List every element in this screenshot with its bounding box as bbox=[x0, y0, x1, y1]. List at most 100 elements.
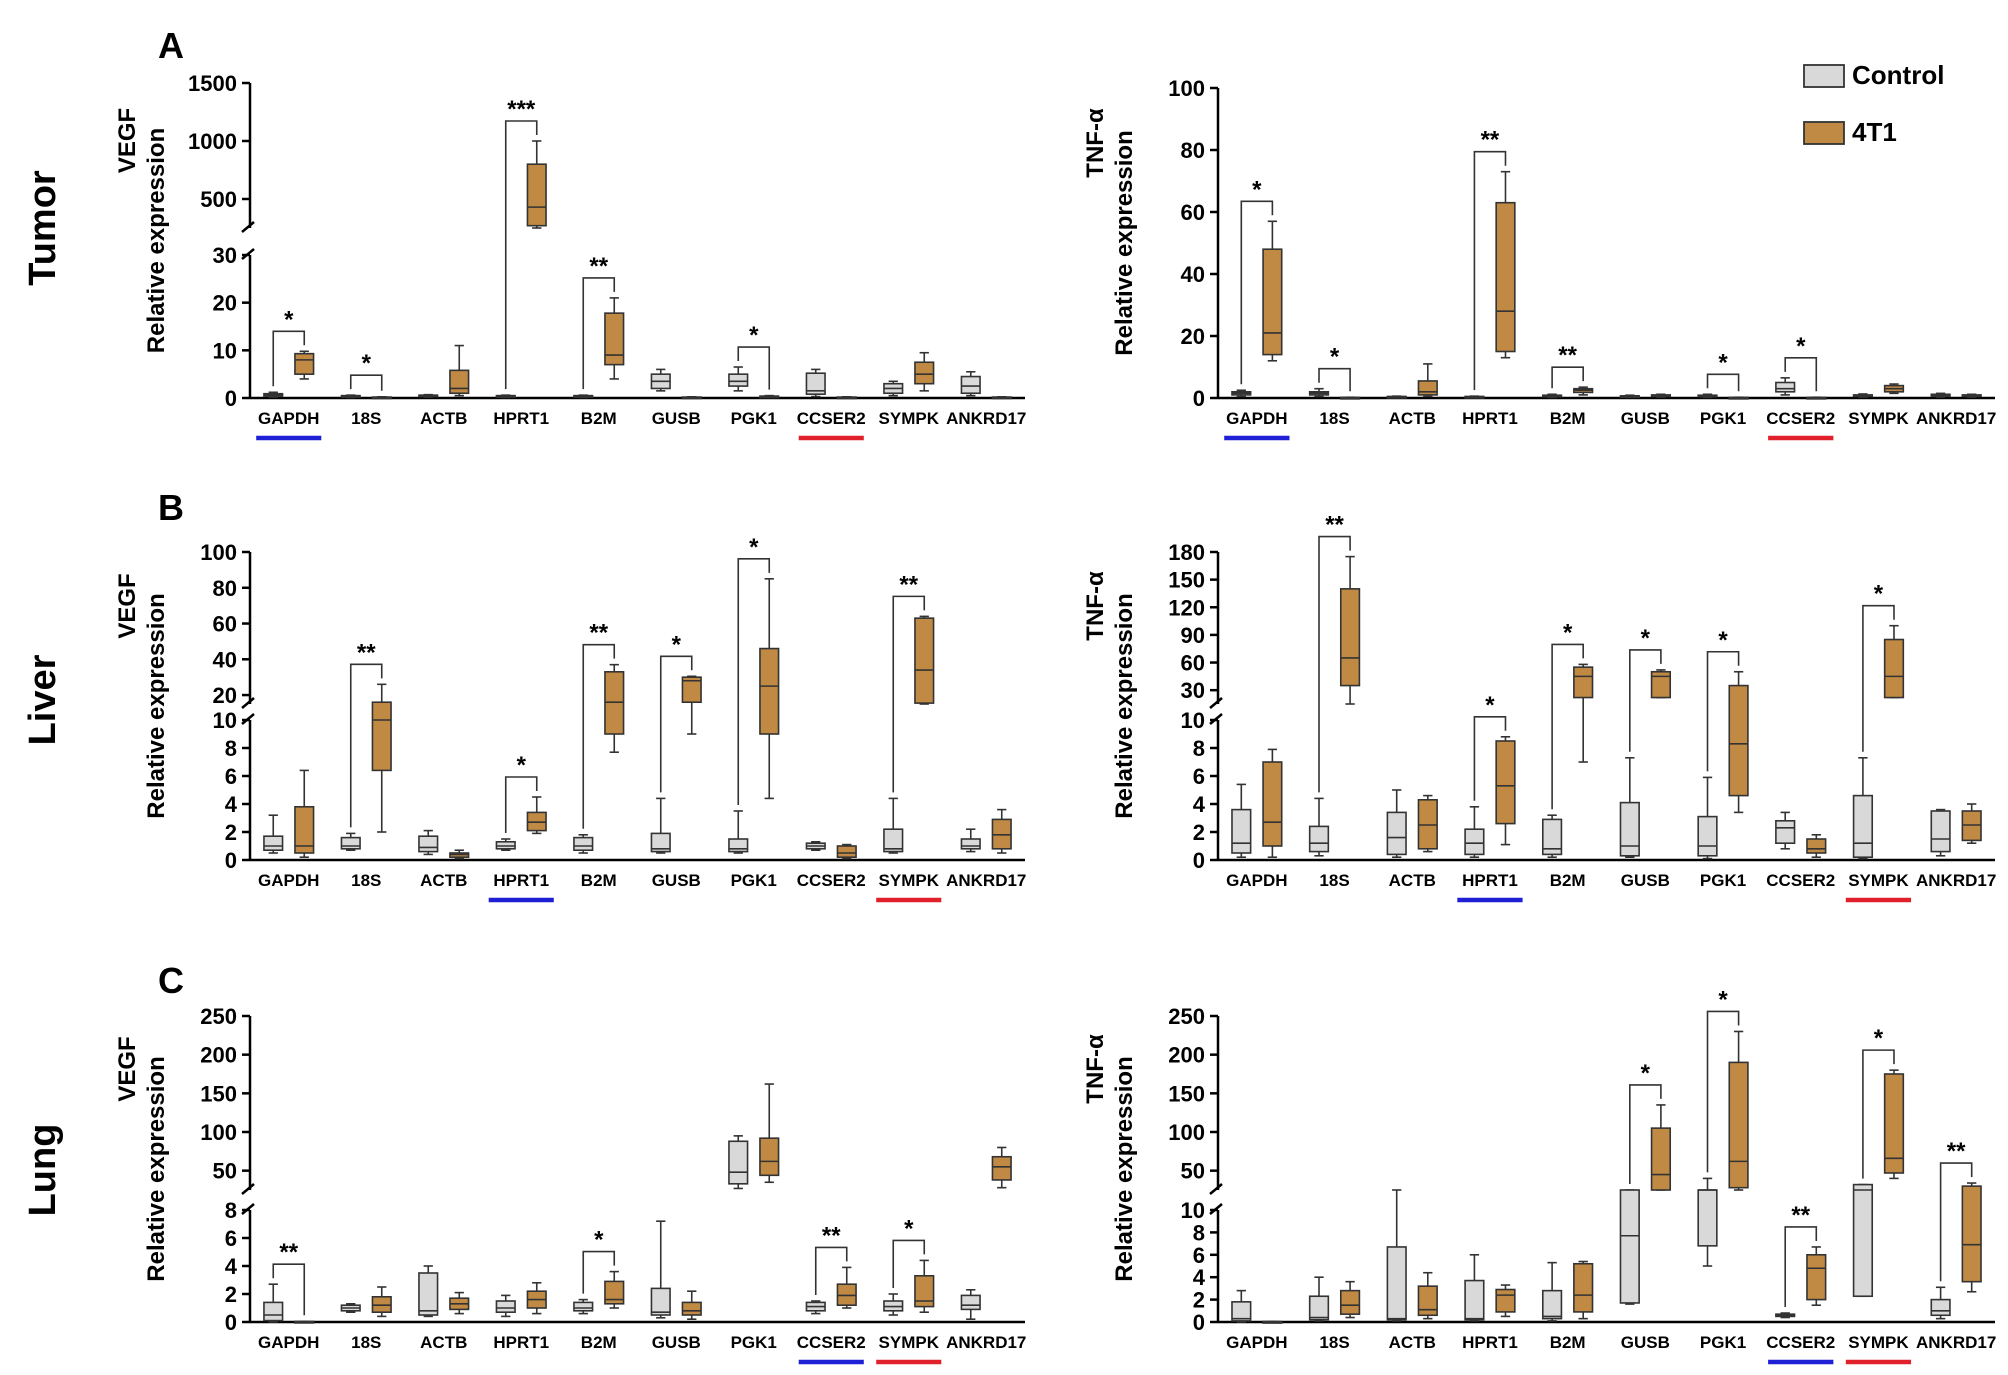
box-control-sympk bbox=[1852, 1183, 1874, 1298]
axis-break bbox=[1209, 697, 1223, 709]
box-control-gapdh bbox=[263, 814, 284, 854]
y-tick-label: 200 bbox=[1168, 1043, 1205, 1068]
box-body bbox=[1619, 801, 1640, 857]
box-body bbox=[340, 836, 361, 850]
y-tick-label: 8 bbox=[225, 736, 237, 761]
box-body bbox=[960, 838, 981, 850]
box-body bbox=[650, 1287, 671, 1316]
significance-bracket bbox=[737, 558, 771, 805]
box-4t1-actb bbox=[1417, 363, 1438, 398]
box-4t1-sympk bbox=[1883, 1069, 1905, 1180]
y-tick-label: 6 bbox=[225, 764, 237, 789]
axis-break bbox=[1209, 713, 1223, 725]
x-tick-label: 18S bbox=[1319, 1333, 1349, 1352]
x-tick-label: CCSER2 bbox=[1766, 1333, 1835, 1352]
box-body bbox=[294, 805, 315, 854]
box-control-b2m bbox=[573, 394, 594, 399]
box-body bbox=[681, 676, 702, 704]
x-tick-label: GUSB bbox=[652, 409, 701, 428]
y-tick-label: 180 bbox=[1168, 540, 1205, 565]
significance-bracket bbox=[1318, 535, 1351, 793]
box-body bbox=[650, 832, 671, 853]
box-4t1-hprt1 bbox=[526, 1282, 547, 1315]
significance-label: * bbox=[672, 631, 682, 658]
significance-bracket bbox=[504, 120, 538, 390]
box-4t1-18s bbox=[1339, 1280, 1361, 1319]
box-body bbox=[960, 375, 981, 395]
box-4t1-gapdh bbox=[1262, 748, 1283, 859]
significance-bracket bbox=[582, 277, 616, 390]
box-control-ankrd17 bbox=[1930, 808, 1951, 857]
box-body bbox=[1417, 1285, 1438, 1317]
x-tick-label: SYMPK bbox=[1848, 409, 1909, 428]
x-tick-label: B2M bbox=[581, 409, 617, 428]
significance-bracket bbox=[1551, 643, 1584, 810]
box-body bbox=[263, 835, 284, 852]
box-control-gusb bbox=[1619, 756, 1640, 859]
tissue-label-liver: Liver bbox=[22, 654, 64, 745]
box-control-sympk bbox=[883, 380, 904, 397]
significance-label: ** bbox=[589, 620, 608, 647]
box-control-gusb bbox=[1619, 1189, 1640, 1305]
y-tick-label: 1500 bbox=[188, 71, 237, 96]
y-axis-label: Relative expression bbox=[143, 1056, 170, 1281]
y-tick-label: 2 bbox=[225, 1282, 237, 1307]
significance-bracket bbox=[272, 1263, 306, 1316]
y-tick-label: 150 bbox=[1168, 1081, 1205, 1106]
y-axis-label: Relative expression bbox=[143, 128, 170, 353]
y-axis-label: Relative expression bbox=[1111, 130, 1138, 355]
y-tick-label: 6 bbox=[225, 1226, 237, 1251]
x-tick-label: HPRT1 bbox=[1462, 871, 1518, 890]
box-body bbox=[681, 1301, 702, 1316]
box-4t1-gusb bbox=[1650, 393, 1672, 398]
box-body bbox=[1541, 818, 1563, 856]
box-control-b2m bbox=[1541, 1261, 1563, 1322]
box-body bbox=[1464, 828, 1485, 856]
box-body bbox=[1308, 825, 1330, 853]
significance-label: * bbox=[1330, 344, 1340, 371]
x-tick-label: SYMPK bbox=[1848, 1333, 1909, 1352]
box-4t1-ankrd17 bbox=[1961, 393, 1982, 398]
axis-break bbox=[241, 221, 255, 233]
x-tick-label: GAPDH bbox=[258, 1333, 319, 1352]
x-tick-label: ACTB bbox=[420, 1333, 467, 1352]
box-control-gapdh bbox=[1231, 1289, 1252, 1323]
box-body bbox=[573, 836, 594, 851]
box-control-sympk bbox=[883, 1293, 904, 1316]
y-tick-label: 4 bbox=[1193, 792, 1206, 817]
box-4t1-pgk1 bbox=[1728, 670, 1749, 814]
box-control-b2m bbox=[573, 1298, 594, 1315]
box-body bbox=[1852, 794, 1874, 858]
significance-bracket bbox=[1862, 1049, 1895, 1179]
box-body bbox=[1386, 1246, 1407, 1321]
y-tick-label: 50 bbox=[213, 1159, 237, 1184]
x-tick-label: 18S bbox=[1319, 409, 1349, 428]
significance-bracket bbox=[1706, 650, 1740, 772]
x-tick-label: ANKRD17 bbox=[1916, 409, 1996, 428]
y-tick-label: 8 bbox=[225, 1198, 237, 1223]
significance-bracket bbox=[349, 663, 383, 828]
box-body bbox=[1775, 819, 1796, 844]
box-body bbox=[495, 1300, 516, 1313]
y-tick-label: 200 bbox=[200, 1043, 237, 1068]
x-tick-label: GUSB bbox=[1621, 409, 1670, 428]
box-body bbox=[604, 1280, 625, 1305]
box-control-18s bbox=[1308, 387, 1330, 398]
significance-bracket bbox=[1318, 367, 1351, 392]
axis-break bbox=[241, 713, 255, 725]
significance-label: * bbox=[1718, 986, 1728, 1013]
significance-label: * bbox=[749, 322, 759, 349]
box-control-18s bbox=[1308, 1276, 1330, 1322]
box-body bbox=[1495, 740, 1516, 825]
significance-label: * bbox=[1485, 692, 1495, 719]
box-control-hprt1 bbox=[1464, 1254, 1485, 1322]
box-body bbox=[1495, 1288, 1516, 1313]
significance-bracket bbox=[1706, 1010, 1740, 1173]
x-tick-label: HPRT1 bbox=[493, 1333, 549, 1352]
x-tick-label: B2M bbox=[581, 871, 617, 890]
box-body bbox=[1650, 670, 1672, 699]
box-body bbox=[1541, 1289, 1563, 1320]
box-control-ccser2 bbox=[1775, 1312, 1796, 1319]
